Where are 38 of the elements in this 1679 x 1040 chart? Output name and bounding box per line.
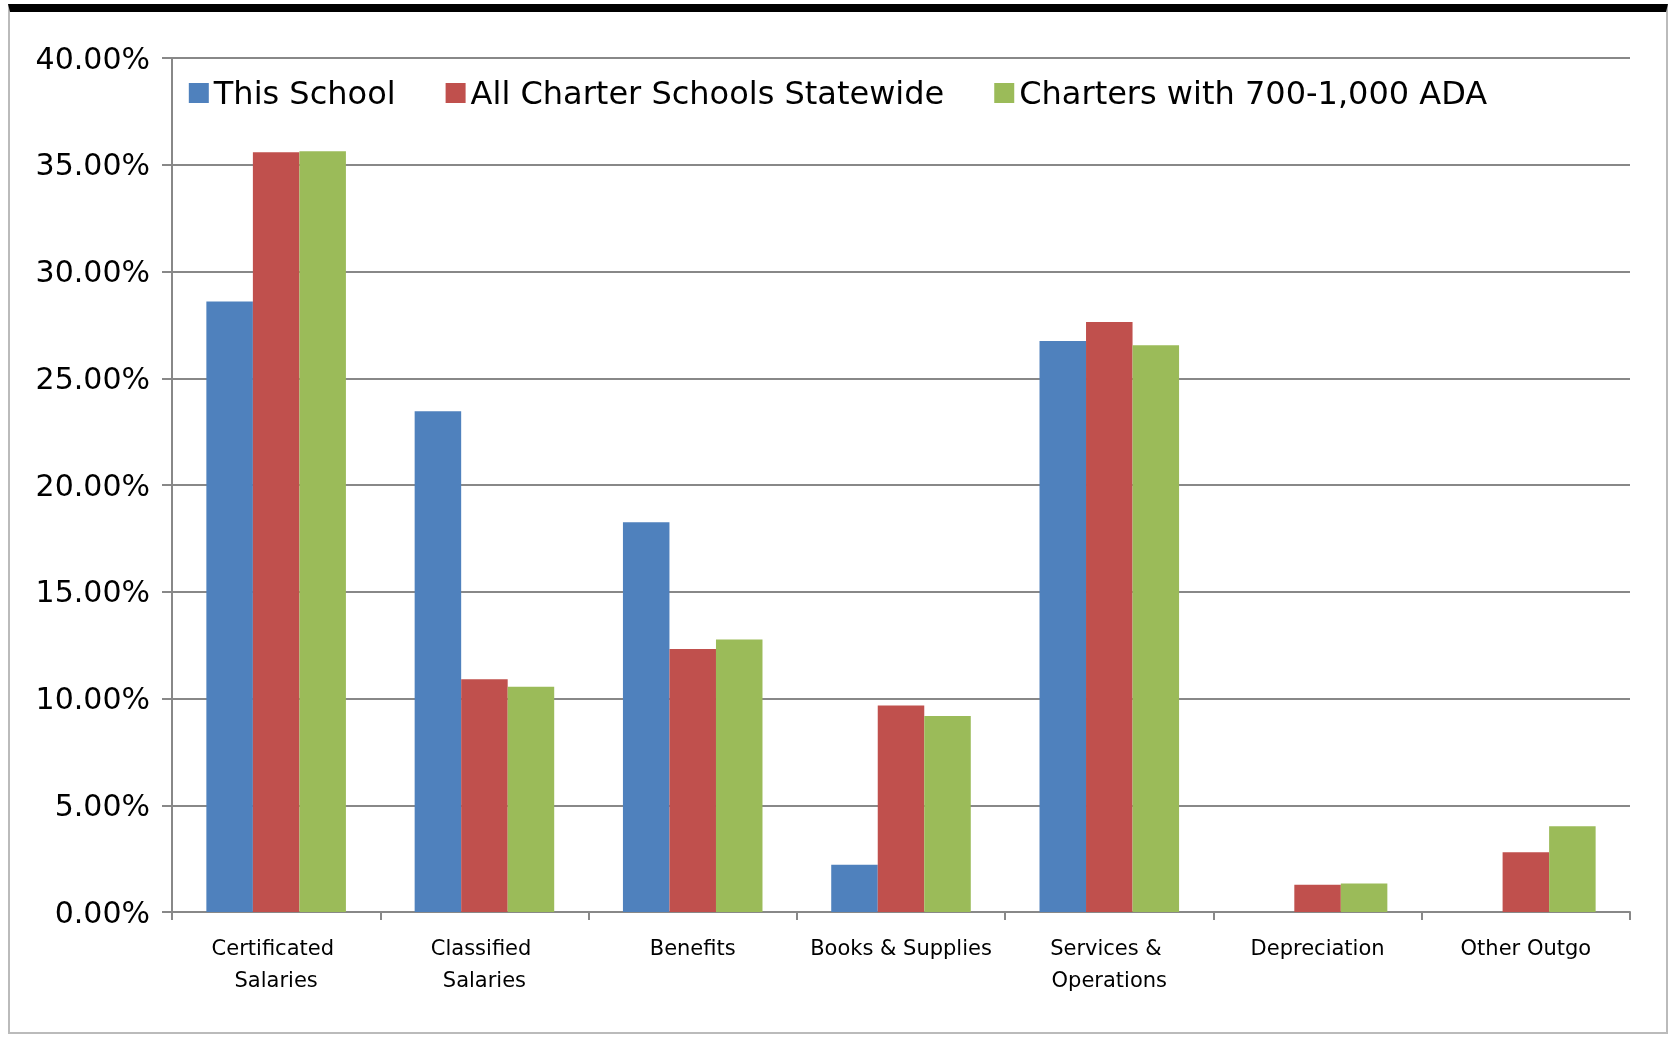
bar bbox=[1132, 345, 1180, 912]
bar bbox=[1294, 884, 1341, 912]
bar bbox=[1039, 340, 1087, 912]
y-tick-label: 5.00% bbox=[54, 787, 150, 823]
y-tick-label: 15.00% bbox=[35, 574, 150, 610]
x-tick-label: Benefits bbox=[649, 936, 736, 960]
bar bbox=[924, 716, 971, 912]
bar bbox=[252, 152, 300, 912]
bar bbox=[299, 151, 346, 912]
x-tick-label: Certificated Salaries bbox=[211, 936, 341, 992]
bar bbox=[831, 864, 878, 912]
y-tick-label: 40.00% bbox=[35, 40, 150, 76]
bar bbox=[715, 639, 763, 912]
bar bbox=[1340, 883, 1388, 912]
bar bbox=[414, 411, 462, 912]
bar bbox=[877, 705, 925, 912]
legend-label: Charters with 700-1,000 ADA bbox=[1019, 74, 1488, 112]
bar bbox=[1502, 852, 1550, 912]
y-tick-label: 20.00% bbox=[35, 467, 150, 503]
bar bbox=[1086, 322, 1133, 912]
legend-label: This School bbox=[212, 74, 396, 112]
bar bbox=[669, 648, 716, 912]
bar bbox=[461, 679, 508, 912]
y-tick-label: 0.00% bbox=[54, 894, 150, 930]
bar bbox=[622, 522, 670, 912]
y-tick-label: 25.00% bbox=[35, 360, 150, 396]
bar bbox=[206, 301, 253, 912]
bar bbox=[507, 686, 555, 912]
y-tick-label: 30.00% bbox=[35, 254, 150, 289]
x-tick-label: Depreciation bbox=[1250, 936, 1385, 960]
legend-label: All Charter Schools Statewide bbox=[470, 74, 945, 112]
x-tick-label: Classified Salaries bbox=[430, 936, 539, 992]
bar bbox=[1549, 826, 1596, 912]
y-tick-label: 35.00% bbox=[35, 147, 150, 183]
x-tick-label: Other Outgo bbox=[1460, 936, 1592, 960]
y-tick-label: 10.00% bbox=[35, 681, 150, 716]
x-tick-label: Services & Operations bbox=[1050, 936, 1169, 992]
x-tick-label: Books & Supplies bbox=[810, 936, 992, 960]
